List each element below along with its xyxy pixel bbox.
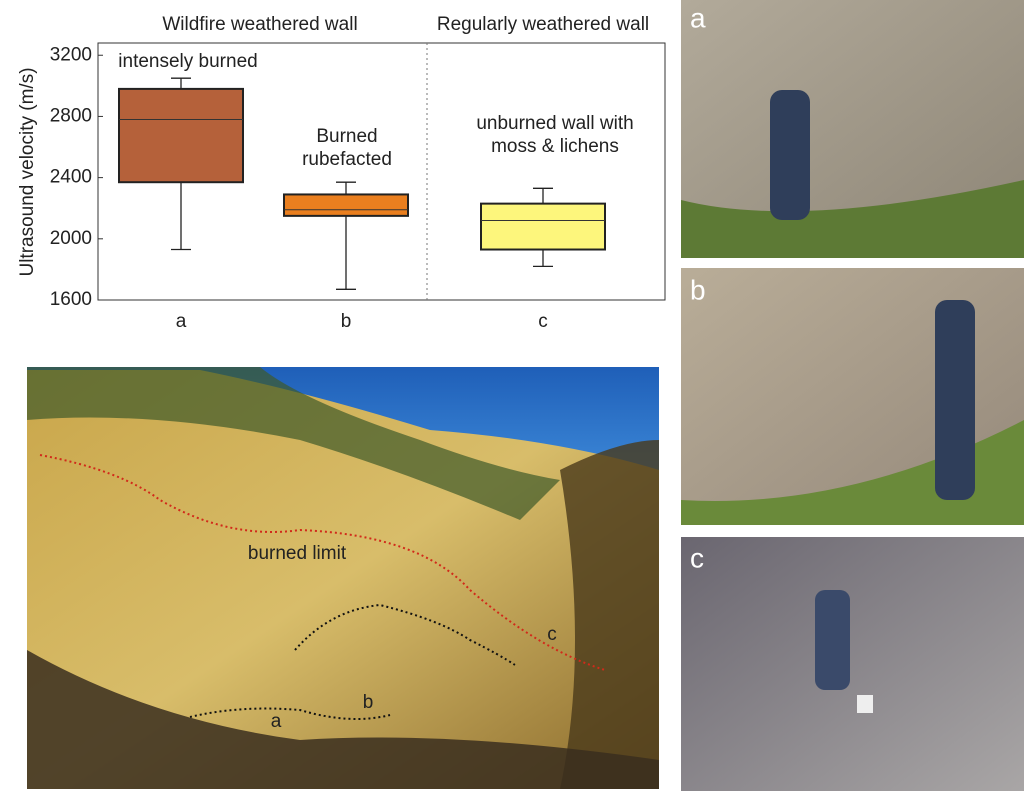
box — [118, 87, 244, 184]
main-photo: burned limit a b c — [27, 367, 659, 789]
annotation: rubefacted — [302, 149, 392, 170]
x-tick-label: c — [538, 311, 548, 332]
annotation: Burned — [316, 126, 377, 147]
photo-label: c — [547, 624, 557, 645]
box — [480, 202, 606, 251]
photo-label: a — [690, 2, 706, 33]
photo-label: b — [363, 692, 374, 713]
y-tick-label: 2800 — [50, 105, 92, 126]
x-tick-label: b — [341, 311, 352, 332]
photo-label: c — [690, 542, 704, 573]
x-tick-label: a — [176, 311, 187, 332]
section-title: Regularly weathered wall — [437, 14, 649, 35]
plot-frame — [97, 42, 666, 301]
annotation: unburned wall with — [476, 113, 633, 134]
side-photo: b — [681, 268, 1024, 525]
side-photo: c — [681, 537, 1024, 791]
y-tick-label: 1600 — [50, 289, 92, 310]
y-tick-label: 2000 — [50, 228, 92, 249]
section-title: Wildfire weathered wall — [162, 14, 357, 35]
annotation: moss & lichens — [491, 136, 619, 157]
y-tick-label: 3200 — [50, 44, 92, 65]
photo-label: a — [271, 711, 282, 732]
y-tick-label: 2400 — [50, 167, 92, 188]
annotation: intensely burned — [118, 51, 257, 72]
photo-annotation: burned limit — [248, 543, 347, 564]
photo-label: b — [690, 274, 706, 305]
box — [283, 193, 409, 217]
y-axis-label: Ultrasound velocity (m/s) — [17, 67, 38, 276]
side-photo: a — [681, 0, 1024, 258]
